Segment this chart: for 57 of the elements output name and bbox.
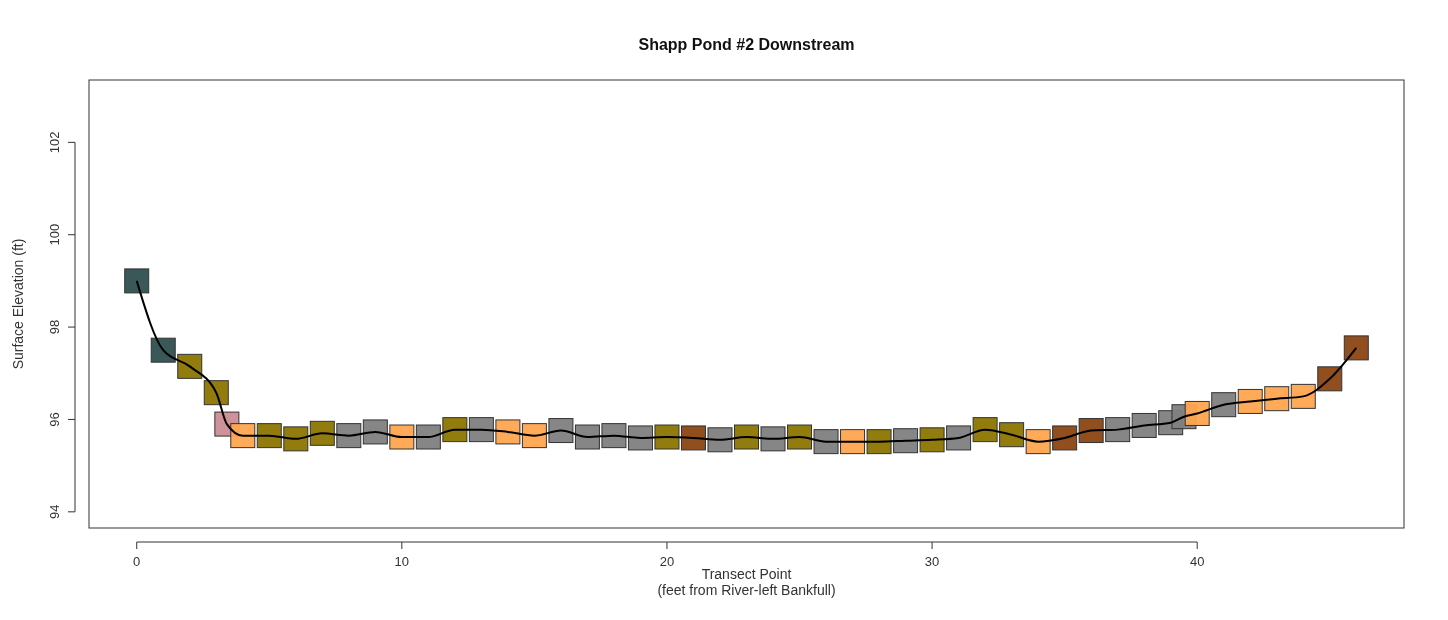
- point: [893, 428, 919, 454]
- point: [336, 423, 362, 449]
- point: [203, 380, 229, 406]
- chart-title: Shapp Pond #2 Downstream: [638, 36, 855, 53]
- point: [1184, 400, 1210, 426]
- point: [309, 420, 335, 446]
- point: [1052, 425, 1078, 451]
- point: [230, 423, 256, 449]
- y-tick-label: 94: [47, 504, 62, 520]
- point: [1237, 388, 1263, 414]
- point: [362, 419, 388, 445]
- point: [787, 424, 813, 450]
- point: [548, 418, 574, 444]
- point: [256, 423, 282, 449]
- point: [734, 424, 759, 450]
- y-tick-label: 98: [47, 319, 62, 335]
- point: [601, 423, 627, 449]
- y-tick-label: 96: [47, 412, 62, 427]
- point: [946, 425, 972, 451]
- point: [1343, 335, 1369, 361]
- point: [919, 427, 945, 453]
- point: [1025, 429, 1051, 455]
- point: [866, 429, 892, 455]
- point: [1105, 417, 1131, 443]
- point: [468, 417, 494, 443]
- y-tick-label: 100: [47, 223, 62, 246]
- point: [654, 424, 680, 450]
- x-tick-label: 10: [394, 554, 410, 569]
- x-tick-label: 30: [924, 554, 940, 569]
- point: [999, 422, 1025, 448]
- point: [840, 429, 866, 455]
- point: [1290, 383, 1316, 409]
- point: [521, 423, 547, 449]
- x-tick-label: 40: [1189, 554, 1205, 569]
- point: [627, 425, 653, 451]
- point: [177, 353, 203, 379]
- point: [124, 268, 150, 294]
- point: [680, 425, 706, 451]
- x-tick-label: 0: [133, 554, 141, 569]
- y-axis-title: Surface Elevation (ft): [10, 238, 26, 370]
- point: [442, 417, 468, 443]
- point: [707, 427, 733, 453]
- point: [1264, 386, 1290, 412]
- point: [760, 426, 786, 452]
- point: [495, 419, 521, 445]
- point: [415, 424, 441, 450]
- point: [283, 426, 309, 452]
- point: [972, 417, 998, 443]
- point: [1211, 392, 1237, 418]
- point: [574, 424, 600, 450]
- y-tick-label: 102: [47, 131, 62, 154]
- point: [1078, 418, 1104, 444]
- x-axis-title: Transect Point (feet from River-left Bankfull): [657, 566, 836, 598]
- point: [389, 424, 415, 450]
- point: [813, 429, 839, 455]
- point: [1131, 412, 1157, 438]
- x-tick-label: 20: [659, 554, 675, 569]
